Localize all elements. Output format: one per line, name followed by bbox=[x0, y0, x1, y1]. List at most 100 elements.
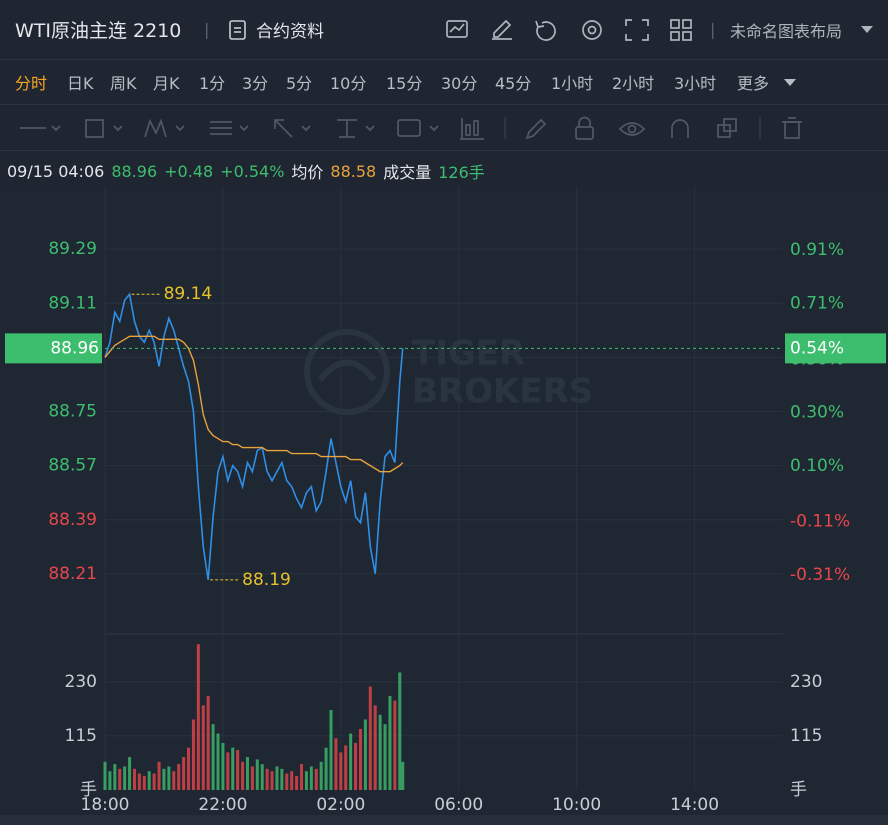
volume-bar bbox=[290, 771, 294, 790]
doc-icon[interactable] bbox=[228, 20, 248, 40]
layout-name[interactable]: 未命名图表布局 bbox=[730, 21, 843, 41]
indicator-icon[interactable] bbox=[446, 20, 468, 38]
arrow-tool[interactable] bbox=[274, 118, 311, 138]
timeframe-tab[interactable]: 2小时 bbox=[612, 74, 655, 93]
current-price-label: 88.96 bbox=[50, 338, 99, 358]
timeframe-tab[interactable]: 月K bbox=[153, 74, 180, 93]
timeframe-tab[interactable]: 更多 bbox=[737, 74, 770, 93]
volume-bar bbox=[177, 764, 181, 790]
settings-icon[interactable] bbox=[582, 20, 602, 40]
timeframe-tab[interactable]: 1小时 bbox=[551, 74, 594, 93]
more-arrow[interactable] bbox=[784, 79, 796, 87]
volume-bar bbox=[324, 747, 328, 790]
symbol-title: WTI原油主连 2210 bbox=[15, 20, 182, 42]
candle-tool[interactable] bbox=[460, 117, 484, 140]
volume-bar bbox=[231, 747, 235, 790]
volume-bar bbox=[363, 719, 367, 790]
volume-bar bbox=[236, 750, 240, 790]
lock-tool[interactable] bbox=[575, 116, 594, 140]
volume-tick-label: 230 bbox=[65, 672, 97, 692]
watermark-logo bbox=[317, 359, 377, 382]
avg-label: 均价 bbox=[291, 163, 324, 182]
drawing-tools bbox=[0, 105, 888, 151]
y-tick-label: 88.21 bbox=[48, 564, 97, 584]
volume-label: 成交量 bbox=[383, 163, 432, 182]
current-pct-label: 0.54% bbox=[790, 338, 844, 358]
watermark-text: TIGER bbox=[412, 334, 525, 374]
drawing-tool-icons bbox=[20, 116, 802, 140]
volume-bar bbox=[393, 700, 397, 790]
timeframe-tab[interactable]: 1分 bbox=[199, 74, 226, 93]
bottom-strip bbox=[0, 815, 888, 825]
volume-bar bbox=[270, 771, 274, 790]
volume-bar bbox=[206, 695, 210, 790]
timeframe-tab[interactable]: 周K bbox=[110, 74, 137, 93]
top-bar: WTI原油主连 2210 | 合约资料 | 未命名图表布局 bbox=[0, 0, 888, 60]
pattern-tool[interactable] bbox=[144, 118, 185, 137]
edit-icon[interactable] bbox=[492, 19, 512, 40]
volume-bar bbox=[309, 766, 313, 790]
y-tick-label: 88.75 bbox=[48, 402, 97, 422]
current-pct-box bbox=[785, 333, 886, 364]
volume-bar bbox=[295, 775, 299, 790]
volume-bar bbox=[172, 771, 176, 790]
delete-tool[interactable] bbox=[782, 116, 802, 139]
line-tool[interactable] bbox=[20, 124, 61, 131]
volume-bar bbox=[334, 738, 338, 790]
dropdown-arrow[interactable] bbox=[861, 26, 873, 34]
timeframe-tab[interactable]: 5分 bbox=[286, 74, 313, 93]
price-line bbox=[104, 292, 404, 581]
volume-bar bbox=[182, 757, 186, 790]
y2-tick-label: 0.30% bbox=[790, 403, 844, 423]
eye-tool[interactable] bbox=[618, 121, 646, 136]
volume-bar bbox=[201, 705, 205, 790]
volume-bar bbox=[167, 766, 171, 790]
toolbar-icons bbox=[446, 19, 692, 41]
layout-icon[interactable] bbox=[670, 19, 692, 41]
volume-bar bbox=[221, 742, 225, 790]
x-tick-label: 06:00 bbox=[434, 795, 483, 815]
volume-bar bbox=[401, 761, 405, 790]
volume-bar bbox=[354, 742, 358, 790]
magnet-tool[interactable] bbox=[671, 118, 689, 138]
volume-bar bbox=[344, 745, 348, 790]
volume-unit: 手 bbox=[80, 780, 97, 800]
volume-bar bbox=[147, 771, 151, 790]
timeframe-tab[interactable]: 3小时 bbox=[674, 74, 717, 93]
volume-bar bbox=[260, 764, 264, 790]
timeframe-tab[interactable]: 45分 bbox=[495, 74, 532, 93]
x-tick-label: 02:00 bbox=[316, 795, 365, 815]
volume-bar bbox=[123, 766, 127, 790]
timeframe-tab[interactable]: 30分 bbox=[441, 74, 478, 93]
x-tick-label: 14:00 bbox=[670, 795, 719, 815]
reset-icon[interactable] bbox=[535, 20, 556, 41]
text-tool[interactable] bbox=[397, 118, 439, 137]
fib-tool[interactable] bbox=[210, 120, 249, 135]
shape-tool[interactable] bbox=[85, 118, 123, 138]
timeframe-tab[interactable]: 15分 bbox=[386, 74, 423, 93]
chart-bg bbox=[0, 186, 888, 825]
volume-bar bbox=[241, 761, 245, 790]
timeframe-tab[interactable]: 分时 bbox=[15, 74, 48, 93]
volume-bar bbox=[398, 672, 402, 790]
timeframe-tab[interactable]: 10分 bbox=[330, 74, 367, 93]
volume-bar bbox=[314, 768, 318, 790]
separator: | bbox=[204, 20, 210, 39]
volume-bar bbox=[383, 724, 387, 790]
volume-bar bbox=[211, 724, 215, 790]
measure-tool[interactable] bbox=[337, 118, 375, 138]
volume-bar bbox=[187, 747, 191, 790]
volume-tick-label: 230 bbox=[790, 672, 822, 692]
pen-tool[interactable] bbox=[525, 118, 547, 139]
volume-bar bbox=[275, 766, 279, 790]
timeframe-tab[interactable]: 3分 bbox=[242, 74, 269, 93]
timeframe-tab[interactable]: 日K bbox=[67, 74, 94, 93]
volume-bar bbox=[137, 773, 141, 790]
fullscreen-icon[interactable] bbox=[625, 19, 649, 41]
contract-info[interactable]: 合约资料 bbox=[256, 22, 324, 42]
copy-tool[interactable] bbox=[717, 117, 737, 138]
volume-bar bbox=[265, 768, 269, 790]
volume-bar bbox=[162, 768, 166, 790]
avg-line bbox=[104, 335, 404, 473]
